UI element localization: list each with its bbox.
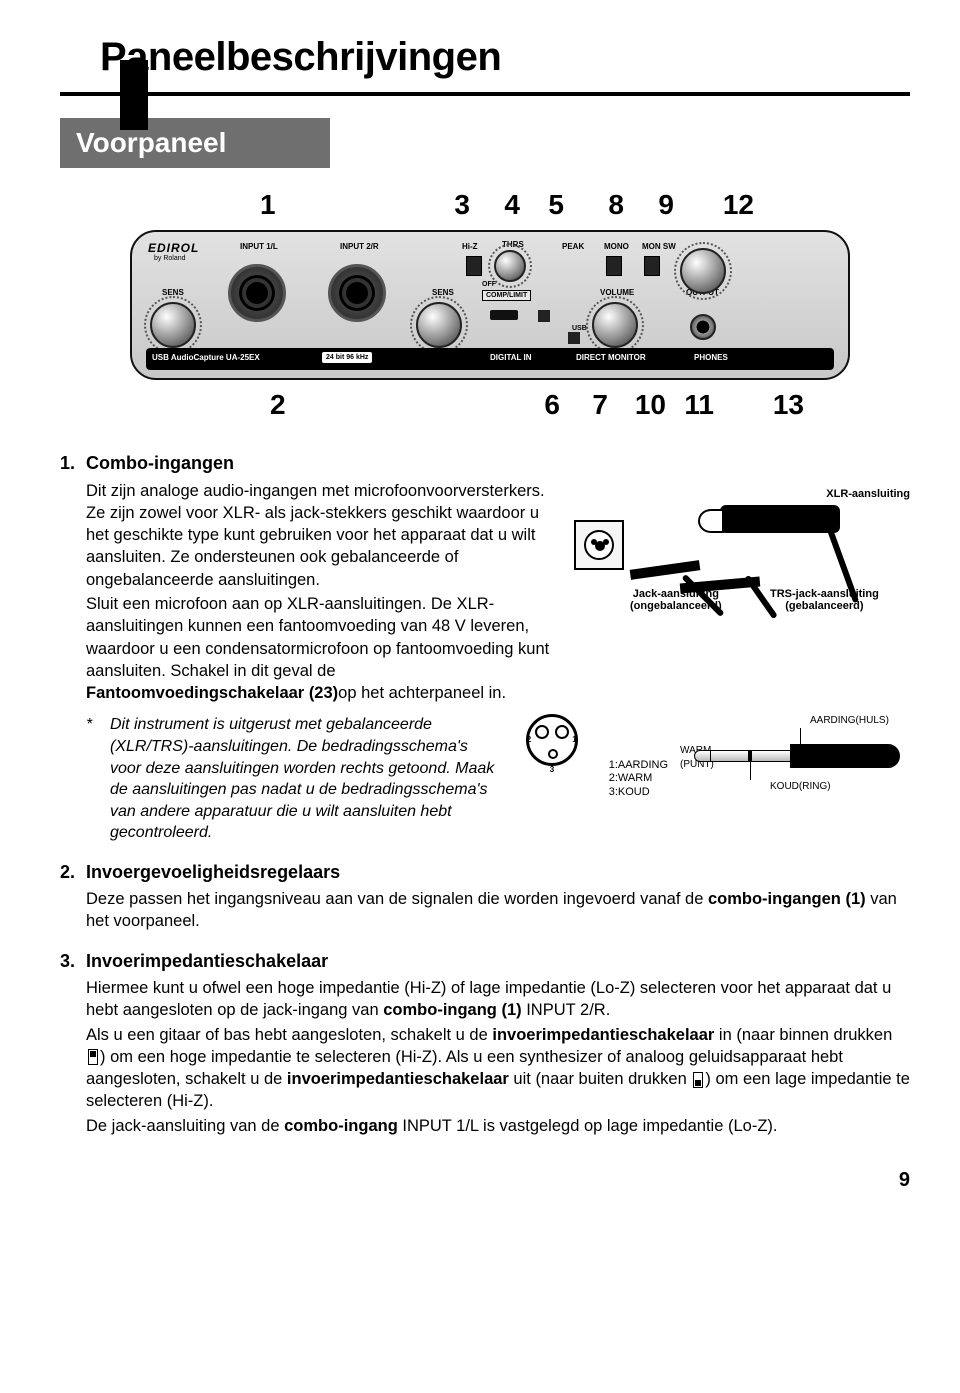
callout-9: 9 (624, 186, 674, 224)
i2a: Deze passen het ingangsniveau aan van de… (86, 890, 708, 908)
callout-10: 10 (608, 386, 666, 424)
trs-ring: KOUD(RING) (770, 780, 831, 794)
i3p2b: invoerimpedantieschakelaar (492, 1026, 714, 1044)
item-1: 1.Combo-ingangen Dit zijn analoge audio-… (60, 451, 910, 844)
item-3-p3: De jack-aansluiting van de combo-ingang … (86, 1115, 910, 1137)
page-number: 9 (60, 1167, 910, 1194)
fig-trs-a: TRS-jack-aansluiting (770, 588, 879, 600)
label-bitdepth: 24 bit 96 kHz (322, 352, 372, 363)
switch-in-icon (88, 1049, 98, 1065)
pin-n2: 2 (527, 735, 531, 746)
item-1-p2: Sluit een microfoon aan op XLR-aansluiti… (86, 593, 554, 704)
knob-sens1 (150, 302, 196, 348)
fig-trs-b: (gebalanceerd) (785, 600, 863, 612)
fig-jack-a: Jack-aansluiting (633, 588, 719, 600)
item-1-p2b: Fantoomvoedingschakelaar (23) (86, 684, 338, 702)
page-title: Paneelbeschrijvingen (100, 30, 910, 84)
i3p1c: INPUT 2/R. (522, 1001, 611, 1019)
label-peak: PEAK (562, 242, 584, 253)
led-peak (538, 310, 550, 322)
label-model: USB AudioCapture UA-25EX (152, 353, 260, 364)
callout-4: 4 (470, 186, 520, 224)
item-3-p2: Als u een gitaar of bas hebt aangesloten… (86, 1024, 910, 1113)
callout-13: 13 (714, 386, 804, 424)
item-2-title: Invoergevoeligheidsregelaars (86, 862, 340, 882)
switch-hiz (466, 256, 482, 276)
header-tab (120, 60, 148, 130)
device-front-panel: EDIROL by Roland INPUT 1/L INPUT 2/R Hi-… (130, 230, 850, 380)
pin-n3: 3 (550, 765, 554, 776)
callouts-bottom: 2 6 7 10 11 13 (270, 386, 910, 424)
pin2: 2:WARM (609, 772, 668, 786)
brand-sub: by Roland (154, 254, 186, 263)
label-mono: MONO (604, 242, 629, 253)
section-heading: Voorpaneel (60, 118, 330, 168)
item-1-p2a: Sluit een microfoon aan op XLR-aansluiti… (86, 595, 549, 680)
label-complimit: COMP/LIMIT (482, 290, 531, 301)
i3p2e: invoerimpedantieschakelaar (287, 1070, 509, 1088)
pin-n1: 1 (572, 735, 576, 746)
label-monsw: MON SW (642, 242, 676, 253)
item-1-p2c: op het achterpaneel in. (338, 684, 506, 702)
item-3-p1: Hiermee kunt u ofwel een hoge impedantie… (86, 977, 910, 1022)
label-digitalin: DIGITAL IN (490, 353, 531, 364)
label-phones: PHONES (694, 353, 728, 364)
callout-3: 3 (350, 186, 470, 224)
i3p1b: combo-ingang (1) (383, 1001, 521, 1019)
callout-7: 7 (560, 386, 608, 424)
callout-11: 11 (666, 386, 714, 424)
i3p3c: INPUT 1/L is vastgelegd op lage impedant… (398, 1117, 778, 1135)
knob-output (680, 248, 726, 294)
item-2-num: 2. (60, 860, 86, 884)
item-2: 2.Invoergevoeligheidsregelaars Deze pass… (60, 860, 910, 933)
item-3: 3.Invoerimpedantieschakelaar Hiermee kun… (60, 949, 910, 1137)
item-1-p1: Dit zijn analoge audio-ingangen met micr… (86, 480, 554, 591)
i3p3b: combo-ingang (284, 1117, 398, 1135)
item-3-num: 3. (60, 949, 86, 973)
callout-8: 8 (564, 186, 624, 224)
item-1-num: 1. (60, 451, 86, 475)
pin1: 1:AARDING (609, 759, 668, 773)
pin3: 3:KOUD (609, 786, 668, 800)
label-directmon: DIRECT MONITOR (576, 353, 646, 364)
led-usb (568, 332, 580, 344)
i3p2c: in (naar binnen drukken (714, 1026, 892, 1044)
switch-mono (606, 256, 622, 276)
callout-1: 1 (260, 186, 350, 224)
figure-trs-pinout: AARDING(HULS) WARM(PUNT) KOUD(RING) (680, 714, 910, 804)
item-2-body: Deze passen het ingangsniveau aan van de… (86, 888, 910, 933)
knob-sens2 (416, 302, 462, 348)
callout-5: 5 (520, 186, 564, 224)
figure-pin-legend: 1:AARDING 2:WARM 3:KOUD (609, 759, 668, 800)
i3p3a: De jack-aansluiting van de (86, 1117, 284, 1135)
figure-connectors: XLR-aansluiting Jack-aansluiting(ongebal… (570, 480, 910, 610)
switch-monsw (644, 256, 660, 276)
callout-6: 6 (340, 386, 560, 424)
combo-jack-2 (328, 264, 386, 322)
item-3-title: Invoerimpedantieschakelaar (86, 951, 328, 971)
i2b: combo-ingangen (1) (708, 890, 866, 908)
i3p2a: Als u een gitaar of bas hebt aangesloten… (86, 1026, 492, 1044)
callout-2: 2 (270, 386, 340, 424)
figure-xlr-pinout: 2 1 3 (507, 714, 597, 766)
knob-thrs (494, 250, 526, 282)
label-hiz: Hi-Z (462, 242, 478, 253)
combo-jack-1 (228, 264, 286, 322)
callout-12: 12 (674, 186, 754, 224)
label-input1: INPUT 1/L (240, 242, 278, 253)
slot-digital-in (490, 310, 518, 320)
bottom-strip: USB AudioCapture UA-25EX 24 bit 96 kHz D… (146, 348, 834, 370)
fig-xlr-label: XLR-aansluiting (826, 488, 910, 500)
i3p2f: uit (naar buiten drukken (509, 1070, 692, 1088)
fig-jack-b: (ongebalanceerd) (630, 600, 722, 612)
callouts-top: 1 3 4 5 8 9 12 (260, 186, 910, 224)
label-input2: INPUT 2/R (340, 242, 379, 253)
jack-phones (690, 314, 716, 340)
switch-out-icon (693, 1072, 703, 1088)
item-1-note: Dit instrument is uitgerust met gebalanc… (110, 714, 495, 844)
trs-sleeve: AARDING(HULS) (810, 714, 889, 728)
note-star: * (86, 714, 98, 736)
item-1-title: Combo-ingangen (86, 453, 234, 473)
knob-volume (592, 302, 638, 348)
